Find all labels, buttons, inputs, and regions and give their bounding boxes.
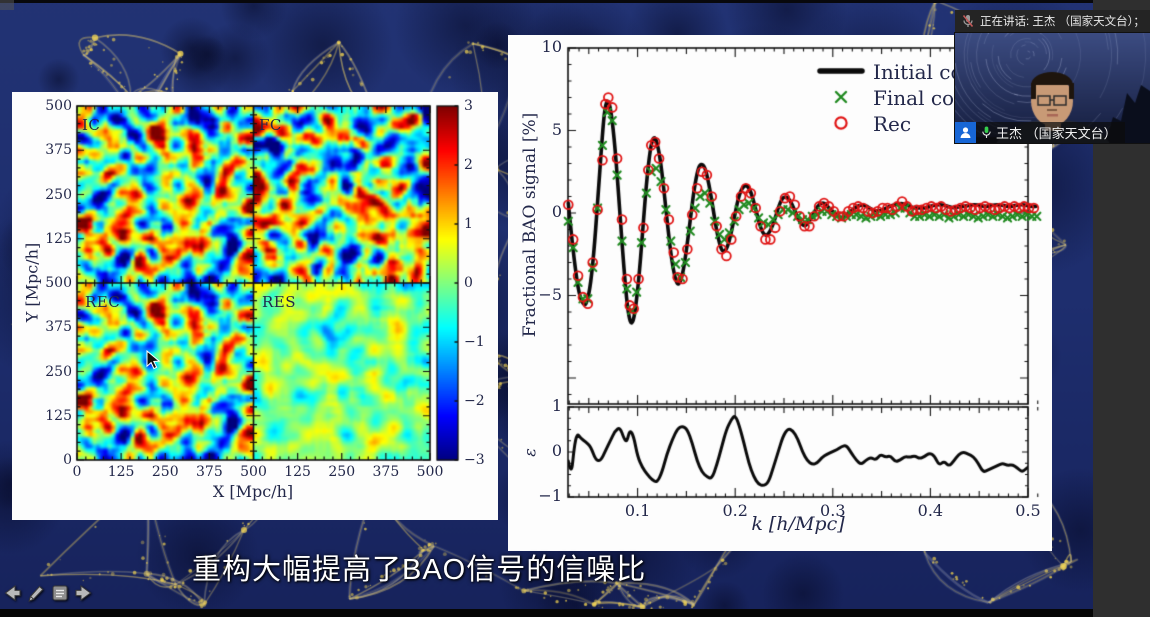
mic-muted-icon xyxy=(962,14,974,27)
participant-badge xyxy=(955,122,976,143)
residual-y-axis-label: ε xyxy=(520,448,540,457)
person-icon xyxy=(960,127,971,138)
density-x-axis-label: X [Mpc/h] xyxy=(212,482,294,501)
legend-label-initial: Initial co xyxy=(873,60,963,84)
pen-icon[interactable] xyxy=(26,583,46,603)
bao-y-axis-label: Fractional BAO signal [%] xyxy=(520,112,540,338)
slide-top-edge xyxy=(0,0,1093,3)
panel-label-res: RES xyxy=(262,293,297,311)
annotation-toolbar xyxy=(2,583,94,603)
panel-label-rec: REC xyxy=(85,293,121,311)
bottom-letterbox-bar xyxy=(0,609,1093,617)
notes-icon[interactable] xyxy=(50,583,70,603)
legend-label-final: Final co xyxy=(873,86,955,110)
speaking-notification-text: 正在讲话: 王杰 （国家天文台）； xyxy=(980,16,1145,28)
participant-name-bar: 王杰 （国家天文台） xyxy=(955,122,1125,143)
heatmap-grid-canvas xyxy=(12,92,498,520)
density-y-axis-label: Y [Mpc/h] xyxy=(22,242,42,323)
panel-label-fc: FC xyxy=(259,116,282,134)
next-slide-icon[interactable] xyxy=(74,583,94,603)
bao-x-axis-label: k [h/Mpc] xyxy=(751,513,845,535)
live-caption: 重构大幅提高了BAO信号的信噪比 xyxy=(192,554,647,586)
figure-density-slices: IC FC REC RES 500 375 250 125 500 375 250 125 0 … xyxy=(12,92,498,520)
prev-slide-icon[interactable] xyxy=(2,583,22,603)
panel-label-ic: IC xyxy=(82,116,101,134)
participant-video-tile[interactable]: 王杰 （国家天文台） xyxy=(955,33,1150,143)
window-corner xyxy=(0,0,14,10)
mouse-cursor xyxy=(146,350,161,370)
mic-active-icon xyxy=(982,126,991,138)
speaking-notification-bar: 正在讲话: 王杰 （国家天文台）； xyxy=(955,10,1150,32)
legend-label-rec: Rec xyxy=(873,112,912,136)
participant-name: 王杰 （国家天文台） xyxy=(996,126,1117,141)
